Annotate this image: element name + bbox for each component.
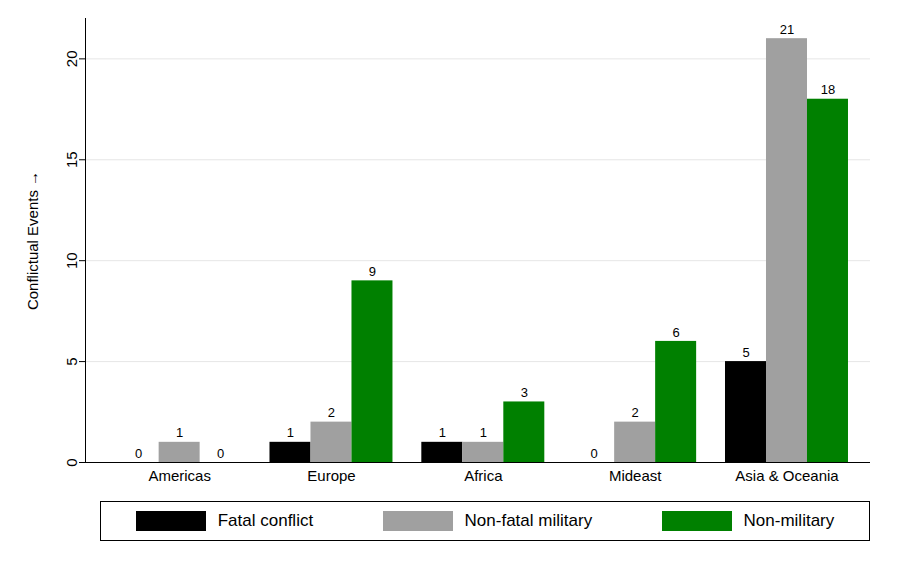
html-text:Non-fatal military: Non-fatal military xyxy=(464,511,593,530)
svg-text:Americas: Americas xyxy=(148,467,211,484)
svg-text:6: 6 xyxy=(673,325,680,340)
svg-text:Europe: Europe xyxy=(307,467,355,484)
svg-text:10: 10 xyxy=(63,252,80,269)
svg-text:5: 5 xyxy=(63,357,80,365)
svg-text:1: 1 xyxy=(439,425,446,440)
svg-text:0: 0 xyxy=(63,458,80,466)
svg-text:2: 2 xyxy=(632,405,639,420)
html-text:Non-military: Non-military xyxy=(743,511,835,530)
svg-text:0: 0 xyxy=(217,446,224,461)
svg-text:1: 1 xyxy=(287,425,294,440)
svg-text:1: 1 xyxy=(176,425,183,440)
svg-text:21: 21 xyxy=(780,22,794,37)
html-text:Fatal conflict: Fatal conflict xyxy=(217,511,314,530)
svg-text:Asia & Oceania: Asia & Oceania xyxy=(735,467,839,484)
svg-text:3: 3 xyxy=(521,385,528,400)
svg-text:Africa: Africa xyxy=(464,467,503,484)
svg-text:Conflictual Events →: Conflictual Events → xyxy=(24,171,41,310)
svg-text:2: 2 xyxy=(328,405,335,420)
svg-text:1: 1 xyxy=(480,425,487,440)
svg-text:Mideast: Mideast xyxy=(609,467,662,484)
svg-text:0: 0 xyxy=(135,446,142,461)
svg-text:20: 20 xyxy=(63,51,80,68)
svg-text:15: 15 xyxy=(63,151,80,168)
svg-text:5: 5 xyxy=(742,345,749,360)
svg-text:18: 18 xyxy=(821,82,835,97)
svg-text:0: 0 xyxy=(591,446,598,461)
svg-text:9: 9 xyxy=(369,264,376,279)
